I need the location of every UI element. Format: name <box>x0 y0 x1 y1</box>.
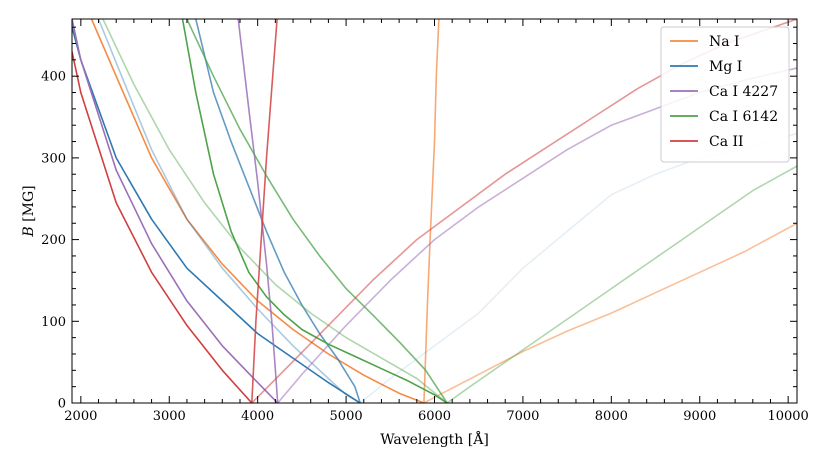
x-tick-label: 6000 <box>418 409 451 424</box>
series-line-10 <box>181 19 448 403</box>
series-line-7 <box>72 19 279 403</box>
y-tick-label: 400 <box>41 70 66 85</box>
legend-entry: Na I <box>709 34 740 50</box>
legend-entry: Ca I 6142 <box>709 109 778 125</box>
y-tick-label: 200 <box>41 233 66 248</box>
series-line-11 <box>186 19 448 403</box>
legend-box <box>660 26 790 163</box>
series-line-1 <box>423 19 440 403</box>
tick-labels: 2000 3000 4000 5000 6000 7000 8000 9000 10000 0 10… <box>41 70 809 424</box>
legend: Na I Mg I Ca I 4227 Ca I 6142 Ca II <box>660 26 790 163</box>
y-axis-unit: [MG] <box>21 185 37 226</box>
y-tick-label: 0 <box>58 397 66 412</box>
y-tick-label: 100 <box>41 315 66 330</box>
series-line-8 <box>237 19 279 403</box>
series-line-14 <box>72 51 253 403</box>
x-axis-label: Wavelength [Å] <box>380 430 489 448</box>
x-tick-label: 10000 <box>767 409 808 424</box>
x-tick-label: 3000 <box>153 409 186 424</box>
series-line-3 <box>72 26 361 403</box>
legend-entry: Ca I 4227 <box>709 84 778 100</box>
y-axis-symbol: B <box>21 226 37 237</box>
x-tick-label: 4000 <box>241 409 274 424</box>
legend-entry: Mg I <box>709 59 742 75</box>
series-line-12 <box>102 19 448 403</box>
y-tick-label: 300 <box>41 151 66 166</box>
series-line-15 <box>251 19 278 403</box>
x-tick-label: 9000 <box>683 409 716 424</box>
legend-entry: Ca II <box>709 134 744 150</box>
x-tick-label: 8000 <box>595 409 628 424</box>
series-line-4 <box>195 19 361 403</box>
series-layer <box>72 19 797 403</box>
x-tick-label: 7000 <box>506 409 539 424</box>
series-line-5 <box>97 19 361 403</box>
axis-ticks <box>72 19 797 404</box>
y-axis-label: B [MG] <box>21 185 37 237</box>
series-line-2 <box>423 222 797 403</box>
x-tick-label: 2000 <box>64 409 97 424</box>
x-tick-label: 5000 <box>330 409 363 424</box>
series-line-13 <box>446 165 797 403</box>
